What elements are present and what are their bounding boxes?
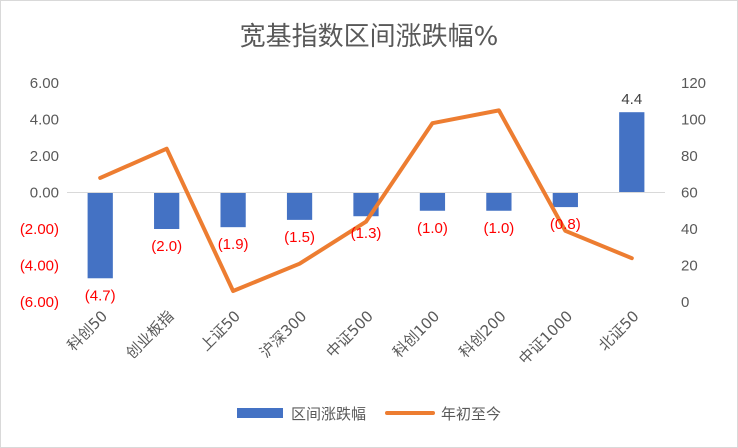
legend: 区间涨跌幅 年初至今 [237, 405, 501, 423]
right-tick-label: 100 [681, 112, 706, 129]
bar [486, 192, 512, 211]
legend-bar-label: 区间涨跌幅 [291, 405, 366, 423]
bar-data-label: (1.0) [417, 220, 448, 237]
category-label: 中证1000 [515, 307, 576, 368]
bar-data-label: (4.7) [85, 287, 116, 304]
left-axis-ticks: 6.00 4.00 2.00 0.00 (2.00) (4.00) (6.00) [20, 75, 59, 311]
left-tick-label: (2.00) [20, 221, 59, 238]
chart-title: 宽基指数区间涨跌幅% [240, 22, 499, 52]
category-label: 科创100 [389, 307, 443, 361]
right-axis-ticks: 120 100 80 60 40 20 0 [681, 75, 706, 311]
bar [552, 192, 578, 208]
right-tick-label: 20 [681, 258, 698, 275]
bar-data-label: (2.0) [151, 238, 182, 255]
left-tick-label: (6.00) [20, 294, 59, 311]
right-tick-label: 60 [681, 185, 698, 202]
bar-data-label: (1.3) [351, 225, 382, 242]
category-label: 创业板指 [122, 307, 177, 362]
bar [419, 192, 446, 211]
bar-data-label: 4.4 [621, 91, 642, 108]
left-tick-label: 0.00 [30, 185, 59, 202]
right-tick-label: 0 [681, 294, 689, 311]
category-label: 科创50 [64, 307, 111, 354]
right-tick-label: 80 [681, 148, 698, 165]
right-tick-label: 40 [681, 221, 698, 238]
bar [619, 112, 645, 193]
line-series-group [98, 108, 634, 293]
bar-data-labels: (4.7) (2.0) (1.9) (1.5) (1.3) (1.0) (1.0) (0.8)… [85, 91, 642, 304]
category-labels: 科创50 创业板指 上证50 沪深300 中证500 科创100 科创200 中证1000 北证… [64, 307, 643, 368]
bar [87, 192, 113, 279]
bar [286, 192, 313, 220]
left-tick-label: (4.00) [20, 258, 59, 275]
bar [220, 192, 246, 228]
left-tick-label: 6.00 [30, 75, 59, 92]
bar [353, 192, 379, 217]
right-tick-label: 120 [681, 75, 706, 92]
legend-line-label: 年初至今 [441, 405, 501, 423]
category-label: 科创200 [456, 307, 510, 361]
category-label: 中证500 [323, 307, 377, 361]
bar-data-label: (0.8) [550, 216, 581, 233]
left-tick-label: 4.00 [30, 112, 59, 129]
category-label: 沪深300 [256, 307, 310, 361]
legend-bar-swatch [237, 408, 283, 418]
bar [154, 192, 180, 229]
category-label: 上证50 [196, 307, 243, 354]
bar-data-label: (1.0) [483, 220, 514, 237]
left-tick-label: 2.00 [30, 148, 59, 165]
bar-data-label: (1.9) [218, 236, 249, 253]
bar-data-label: (1.5) [284, 229, 315, 246]
category-label: 北证50 [595, 307, 642, 354]
line-series-path [98, 108, 634, 293]
